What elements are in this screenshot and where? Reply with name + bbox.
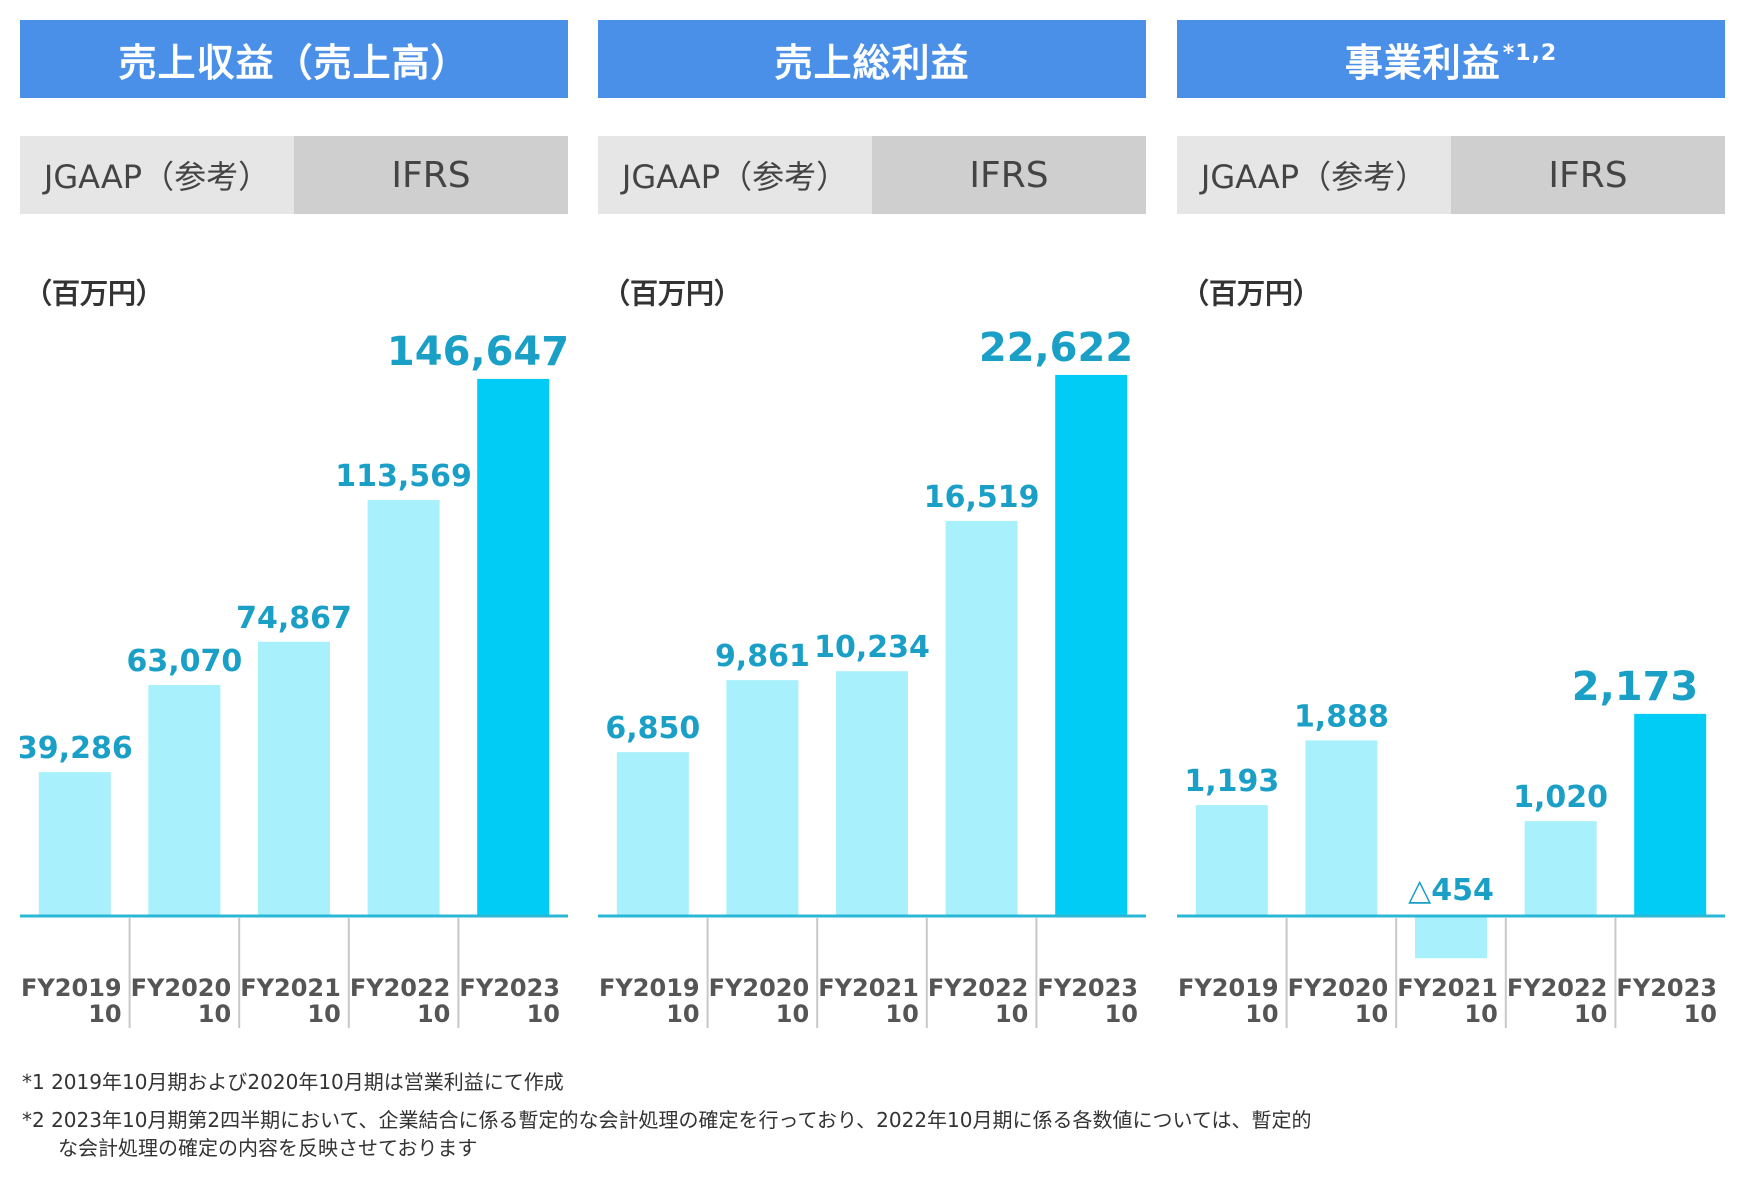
x-tick-label-fy2020: FY2020 [1288,974,1389,1002]
unit-label: （百万円） [1181,277,1322,310]
value-label-fy2019: 1,193 [1184,764,1279,799]
x-tick-label-month: 10 [995,1000,1028,1028]
x-tick-label-fy2022: FY2022 [350,974,451,1002]
x-tick-label-month: 10 [885,1000,918,1028]
x-tick-label-fy2019: FY2019 [1178,974,1279,1002]
x-tick-label-month: 10 [1684,1000,1717,1028]
x-tick-label-fy2021: FY2021 [240,974,341,1002]
x-tick-label-month: 10 [1105,1000,1138,1028]
x-tick-label-month: 10 [198,1000,231,1028]
bar-fy2020 [148,685,221,916]
bar-fy2020 [1305,740,1378,916]
value-label-fy2019: 6,850 [605,711,700,746]
unit-label: （百万円） [602,277,743,310]
x-tick-label-fy2021: FY2021 [818,974,919,1002]
bar-fy2021 [836,671,908,916]
x-tick-label-month: 10 [1245,1000,1278,1028]
bar-fy2019 [1195,805,1268,916]
accounting-standard-row: JGAAP（参考） IFRS [598,136,1146,214]
x-tick-label-fy2021: FY2021 [1397,974,1498,1002]
bar-fy2022 [367,500,440,916]
panel-title-footnote-mark: *1,2 [1502,40,1558,66]
x-tick-label-month: 10 [88,1000,121,1028]
ifrs-label: IFRS [1451,136,1725,214]
value-label-fy2020: 63,070 [127,644,243,679]
x-tick-label-fy2023: FY2023 [1616,974,1717,1002]
accounting-standard-row: JGAAP（参考） IFRS [20,136,568,214]
bar-fy2021 [258,641,330,916]
revenue-bar-chart: 39,28663,07074,867113,569146,647FY201910… [20,329,568,1028]
x-tick-label-month: 10 [666,1000,699,1028]
panel-title-bar: 売上収益（売上高） [20,20,568,98]
x-tick-label-month: 10 [417,1000,450,1028]
bar-fy2019 [38,772,111,916]
unit-label: （百万円） [24,277,165,310]
panel-title-bar: 事業利益 *1,2 [1177,20,1725,98]
panel-title-bar: 売上総利益 [598,20,1146,98]
value-label-fy2023: 146,647 [387,329,568,375]
x-tick-label-fy2020: FY2020 [709,974,810,1002]
bar-fy2023 [1634,713,1707,916]
bar-fy2022 [1524,821,1597,916]
panel-title: 売上収益（売上高） [118,40,470,85]
x-tick-label-month: 10 [1574,1000,1607,1028]
x-tick-label-month: 10 [307,1000,340,1028]
footnote-2: *2 2023年10月期第2四半期において、企業結合に係る暫定的な会計処理の確定… [22,1108,1312,1132]
x-tick-label-fy2023: FY2023 [459,974,560,1002]
ifrs-label: IFRS [872,136,1146,214]
x-tick-label-fy2022: FY2022 [928,974,1029,1002]
bar-fy2023 [1055,374,1128,916]
value-label-fy2020: 1,888 [1294,699,1389,734]
bar-fy2022 [945,520,1018,916]
x-tick-label-month: 10 [1355,1000,1388,1028]
accounting-standard-row: JGAAP（参考） IFRS [1177,136,1725,214]
footnote-2-continued: な会計処理の確定の内容を反映させております [58,1136,478,1160]
value-label-fy2022: 16,519 [924,480,1040,515]
business-profit-bar-chart: 1,1931,888△4541,0202,173FY201910FY202010… [1177,664,1725,1028]
panel-title: 事業利益 [1344,40,1501,85]
bar-fy2019 [616,752,689,916]
jgaap-label: JGAAP（参考） [598,136,872,214]
x-tick-label-month: 10 [527,1000,560,1028]
bar-fy2021 [1415,916,1487,959]
value-label-fy2023: 22,622 [979,325,1133,371]
bar-fy2020 [726,680,799,916]
panel-gross-profit: 売上総利益 JGAAP（参考） IFRS （百万円） 6,850 9,861 10,… [598,0,1146,1040]
ifrs-label: IFRS [294,136,568,214]
x-tick-label-fy2019: FY2019 [21,974,122,1002]
panel-business-profit: 事業利益 *1,2 JGAAP（参考） IFRS （百万円） 1,193 1,888… [1177,0,1725,1040]
bar-fy2023 [477,378,550,916]
jgaap-label: JGAAP（参考） [1177,136,1451,214]
x-tick-label-fy2020: FY2020 [131,974,232,1002]
x-tick-label-month: 10 [776,1000,809,1028]
value-label-fy2021: △454 [1408,873,1494,908]
x-tick-label-fy2023: FY2023 [1037,974,1138,1002]
value-label-fy2020: 9,861 [715,639,810,674]
value-label-fy2021: 10,234 [814,630,930,665]
value-label-fy2022: 1,020 [1513,780,1608,815]
value-label-fy2023: 2,173 [1572,664,1699,710]
x-tick-label-month: 10 [1464,1000,1497,1028]
value-label-fy2022: 113,569 [335,459,472,494]
value-label-fy2021: 74,867 [236,601,352,636]
panel-title: 売上総利益 [774,40,970,85]
jgaap-label: JGAAP（参考） [20,136,294,214]
x-tick-label-fy2019: FY2019 [599,974,700,1002]
value-label-fy2019: 39,286 [20,731,133,766]
x-tick-label-fy2022: FY2022 [1507,974,1608,1002]
footnote-1: *1 2019年10月期および2020年10月期は営業利益にて作成 [22,1070,564,1094]
panel-revenue: 売上収益（売上高） JGAAP（参考） IFRS （百万円） 39,286 63,… [20,0,568,1040]
